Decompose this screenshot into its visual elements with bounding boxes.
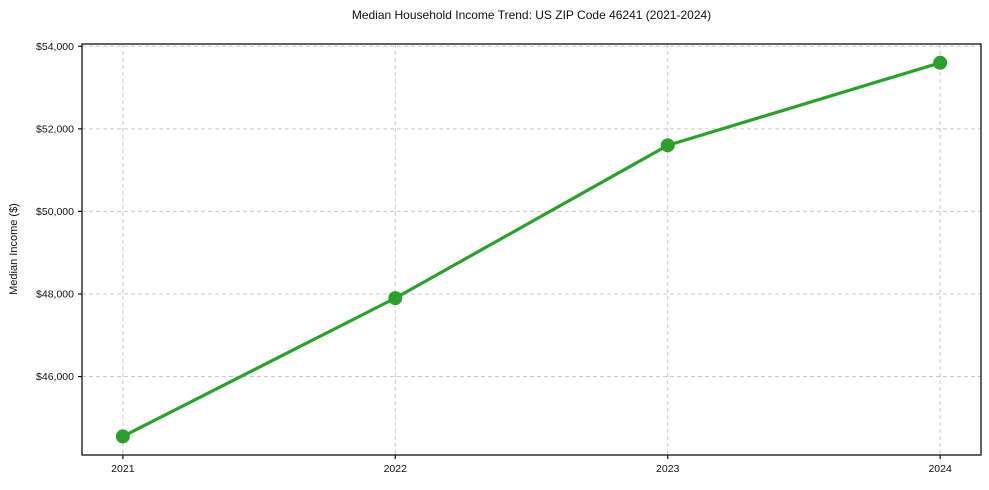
axis-frame <box>81 43 982 456</box>
data-point-2023 <box>660 138 675 153</box>
chart-title: Median Household Income Trend: US ZIP Co… <box>351 8 712 22</box>
x-tick-label: 2023 <box>656 463 680 475</box>
y-tick-label: $54,000 <box>36 41 74 53</box>
x-tick-label: 2021 <box>111 463 135 475</box>
x-tick-label: 2024 <box>928 463 952 475</box>
y-tick-label: $46,000 <box>36 371 74 383</box>
trend-line <box>121 61 942 439</box>
y-tick-label: $52,000 <box>36 123 74 135</box>
y-tick-label: $50,000 <box>36 206 74 218</box>
data-point-2024 <box>933 55 948 70</box>
y-tick-label: $48,000 <box>36 288 74 300</box>
data-point-2022 <box>388 291 403 306</box>
x-tick-label: 2022 <box>384 463 408 475</box>
data-point-2021 <box>115 429 130 444</box>
